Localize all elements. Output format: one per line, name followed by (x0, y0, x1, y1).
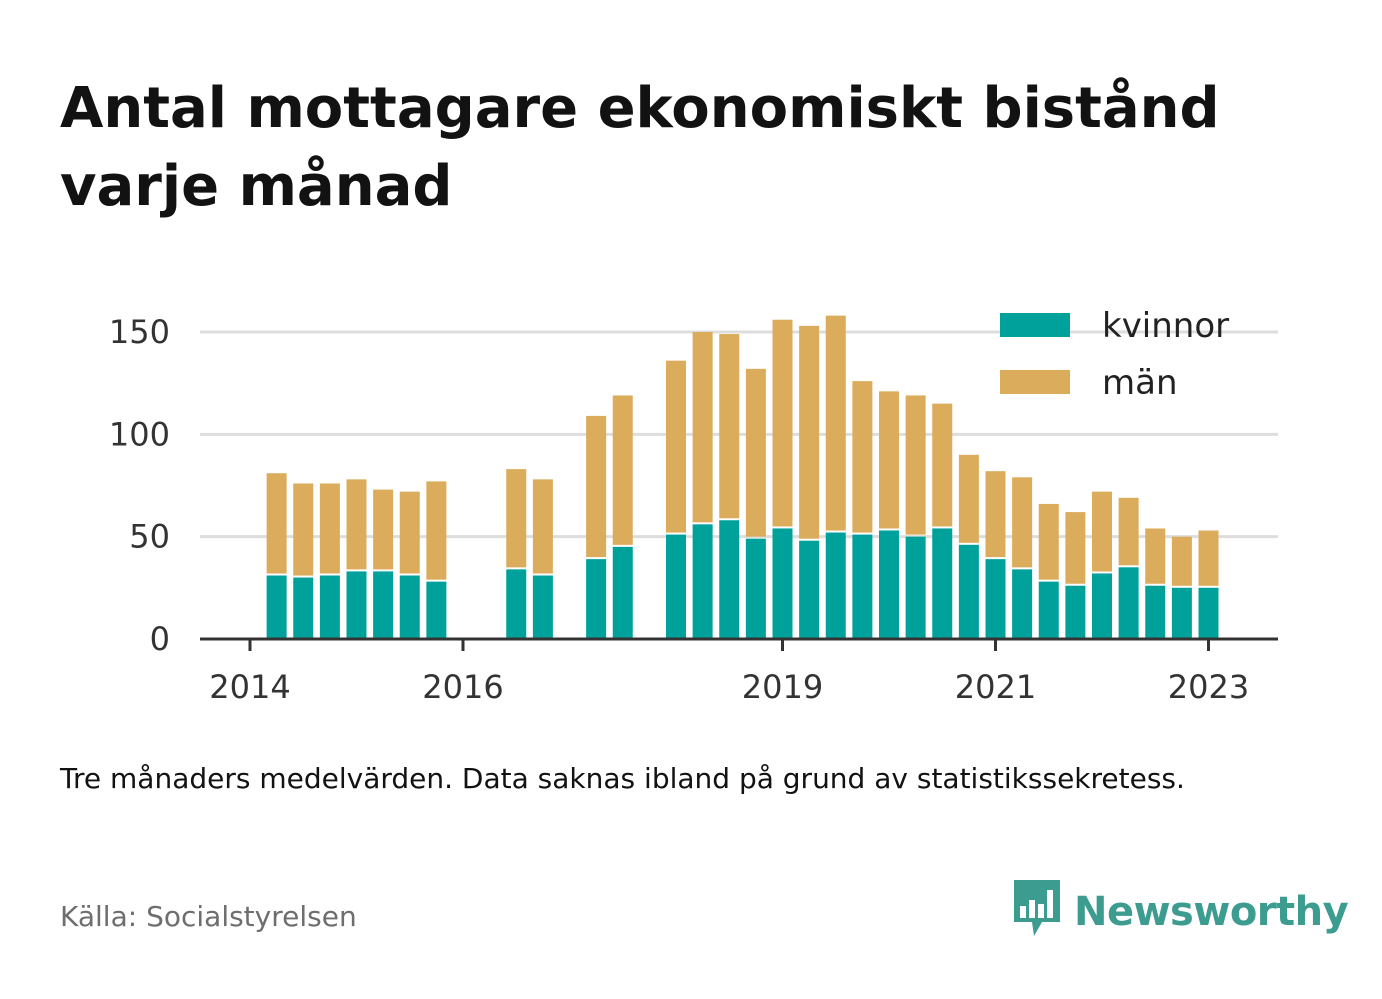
bar-man (586, 415, 607, 558)
bar-man (772, 319, 793, 527)
bars (266, 315, 1219, 639)
bar-man (346, 479, 367, 570)
bar-man (799, 325, 820, 539)
bar-kvinnor (879, 530, 899, 639)
bar-man (958, 454, 979, 543)
bar-kvinnor (319, 575, 340, 639)
x-tick-label: 2016 (422, 668, 503, 706)
bar-kvinnor (532, 575, 553, 639)
bar-man (373, 489, 394, 570)
chart-note: Tre månaders medelvärden. Data saknas ib… (60, 762, 1185, 795)
bar-man (319, 483, 340, 574)
bar-kvinnor (1198, 587, 1219, 639)
legend-label-kvinnor: kvinnor (1102, 306, 1229, 346)
y-tick-label: 100 (109, 415, 170, 453)
bar-man (1012, 477, 1033, 568)
bar-kvinnor (692, 524, 713, 639)
legend: kvinnor män (1000, 306, 1229, 403)
bar-man (666, 360, 686, 533)
bar-man (879, 391, 899, 529)
bar-man (1171, 536, 1192, 586)
x-tick-label: 2014 (209, 668, 290, 706)
legend-label-man: män (1102, 363, 1178, 403)
bar-kvinnor (346, 571, 367, 639)
legend-swatch-kvinnor (1000, 313, 1070, 337)
bar-kvinnor (932, 528, 953, 639)
source-text: Källa: Socialstyrelsen (60, 900, 357, 933)
bar-chart: 0 50 100 150 2014 2016 2019 2021 2023 kvinnor m… (109, 306, 1278, 706)
bar-kvinnor (373, 571, 394, 639)
bar-kvinnor (1118, 567, 1139, 639)
bar-kvinnor (825, 532, 846, 639)
bar-man (692, 332, 713, 523)
bar-kvinnor (1038, 581, 1059, 639)
newsworthy-logo-icon (1012, 878, 1062, 945)
bar-man (852, 381, 873, 533)
bar-kvinnor (506, 569, 527, 639)
bar-man (985, 471, 1006, 558)
bar-kvinnor (426, 581, 447, 639)
bar-man (532, 479, 553, 574)
bar-kvinnor (1012, 569, 1033, 639)
bar-kvinnor (1092, 573, 1112, 639)
bar-kvinnor (586, 559, 607, 639)
y-tick-label: 150 (109, 313, 170, 351)
bar-kvinnor (852, 534, 873, 639)
brand-name: Newsworthy (1074, 888, 1349, 935)
bar-man (825, 315, 846, 531)
bar-man (1038, 503, 1059, 580)
bar-kvinnor (666, 534, 686, 639)
bar-kvinnor (1171, 587, 1192, 639)
bar-kvinnor (266, 575, 287, 639)
bar-kvinnor (985, 559, 1006, 639)
bar-kvinnor (612, 546, 633, 639)
bar-kvinnor (799, 540, 820, 639)
x-tick-label: 2021 (955, 668, 1036, 706)
x-axis: 2014 2016 2019 2021 2023 (200, 637, 1278, 706)
bar-kvinnor (719, 520, 740, 639)
bar-man (506, 469, 527, 568)
bar-man (426, 481, 447, 580)
bar-man (1118, 497, 1139, 566)
bar-man (293, 483, 314, 576)
bar-man (905, 395, 926, 535)
bar-man (1198, 530, 1219, 586)
bar-man (932, 403, 953, 527)
bar-kvinnor (772, 528, 793, 639)
bar-kvinnor (1145, 585, 1166, 639)
bar-kvinnor (1065, 585, 1086, 639)
bar-kvinnor (399, 575, 420, 639)
bar-man (266, 473, 287, 574)
x-tick-label: 2019 (742, 668, 823, 706)
bar-man (719, 334, 740, 519)
x-tick-label: 2023 (1168, 668, 1249, 706)
bar-man (745, 368, 766, 537)
bar-kvinnor (293, 577, 314, 639)
bar-man (1065, 512, 1086, 584)
bar-man (1092, 491, 1112, 572)
y-tick-label: 50 (129, 518, 170, 556)
brand-logo: Newsworthy (1012, 878, 1349, 945)
chart-title: Antal mottagare ekonomiskt bistånd varje… (60, 76, 1220, 219)
bar-man (399, 491, 420, 574)
y-axis-ticks: 0 50 100 150 (109, 313, 170, 658)
bar-man (612, 395, 633, 545)
bar-kvinnor (905, 536, 926, 639)
y-tick-label: 0 (150, 620, 170, 658)
bar-kvinnor (958, 544, 979, 639)
bar-kvinnor (745, 538, 766, 639)
bar-man (1145, 528, 1166, 584)
legend-swatch-man (1000, 370, 1070, 394)
